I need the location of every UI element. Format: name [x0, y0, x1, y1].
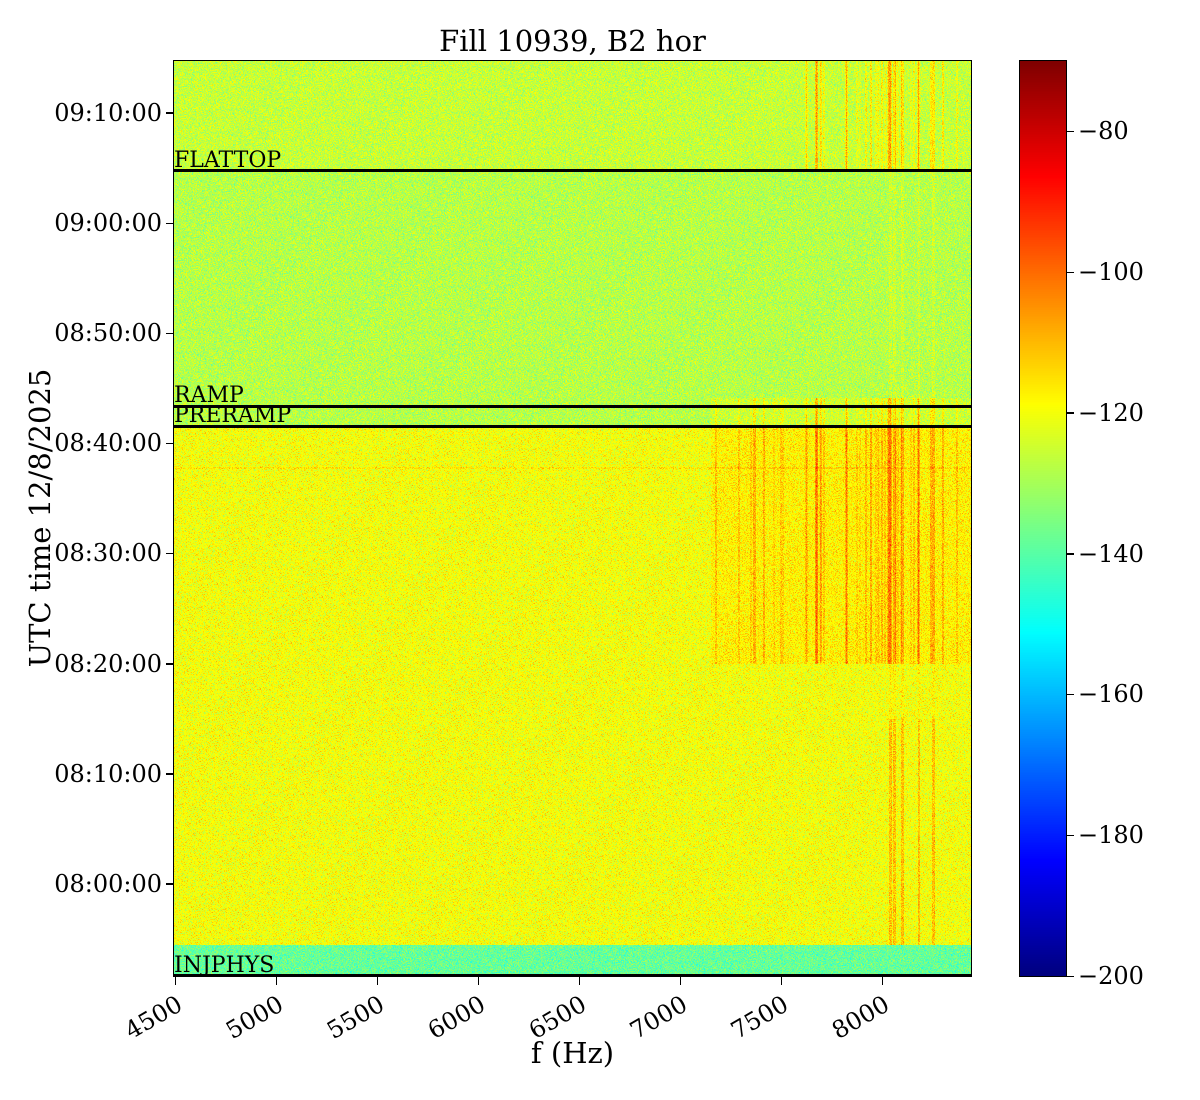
spectrogram-plot: FLATTOP RAMP PRERAMP INJPHYS: [174, 61, 971, 978]
phase-marker-line: [174, 169, 971, 173]
phase-marker-line: [174, 424, 971, 428]
chart-title: Fill 10939, B2 hor: [439, 24, 706, 58]
colorbar-tick-label: −140: [1078, 539, 1144, 568]
y-tick-label: 08:20:00: [54, 649, 162, 678]
y-tick: [166, 332, 174, 335]
y-tick-label: 08:50:00: [54, 319, 162, 348]
y-tick: [166, 222, 174, 225]
colorbar-tick: [1066, 130, 1074, 133]
y-tick: [166, 773, 174, 775]
y-tick-label: 08:10:00: [54, 759, 162, 788]
y-tick-label: 09:10:00: [54, 98, 162, 127]
y-tick-label: 08:40:00: [54, 429, 162, 458]
colorbar-tick: [1066, 834, 1074, 837]
phase-marker-label: INJPHYS: [174, 952, 275, 978]
colorbar-tick: [1066, 975, 1074, 977]
phase-marker-label: RAMP: [174, 383, 244, 409]
x-tick: [881, 977, 884, 985]
x-tick: [477, 977, 480, 985]
colorbar-tick-label: −120: [1078, 398, 1144, 427]
y-tick: [166, 663, 174, 665]
phase-marker-label: PRERAMP: [174, 403, 292, 429]
y-tick-label: 08:00:00: [54, 869, 162, 898]
colorbar-frame: [1019, 60, 1067, 977]
x-tick: [578, 977, 581, 985]
phase-marker-label: FLATTOP: [174, 147, 282, 173]
phase-marker-line: [174, 404, 971, 408]
x-tick: [275, 977, 278, 985]
x-tick: [780, 977, 783, 985]
y-tick-label: 08:30:00: [54, 539, 162, 568]
phase-marker-line: [174, 974, 971, 978]
y-axis-label: UTC time 12/8/2025: [23, 368, 57, 668]
x-axis-label: f (Hz): [530, 1036, 615, 1070]
y-tick: [166, 883, 174, 885]
x-tick: [376, 977, 379, 985]
y-tick: [166, 552, 174, 555]
colorbar-tick-label: −100: [1078, 258, 1144, 287]
colorbar-tick: [1066, 553, 1074, 555]
x-tick: [174, 977, 176, 985]
spectrogram-image: [174, 61, 971, 976]
colorbar-tick: [1066, 271, 1074, 274]
colorbar-tick: [1066, 412, 1074, 414]
colorbar-tick: [1066, 693, 1074, 696]
colorbar-tick-label: −200: [1078, 962, 1144, 990]
colorbar-tick-label: −160: [1078, 680, 1144, 709]
y-tick: [166, 112, 174, 114]
colorbar: [1020, 61, 1066, 976]
x-tick: [679, 977, 682, 985]
y-tick: [166, 442, 174, 445]
colorbar-tick-label: −180: [1078, 821, 1144, 850]
colorbar-tick-label: −80: [1078, 117, 1129, 146]
y-tick-label: 09:00:00: [54, 209, 162, 238]
